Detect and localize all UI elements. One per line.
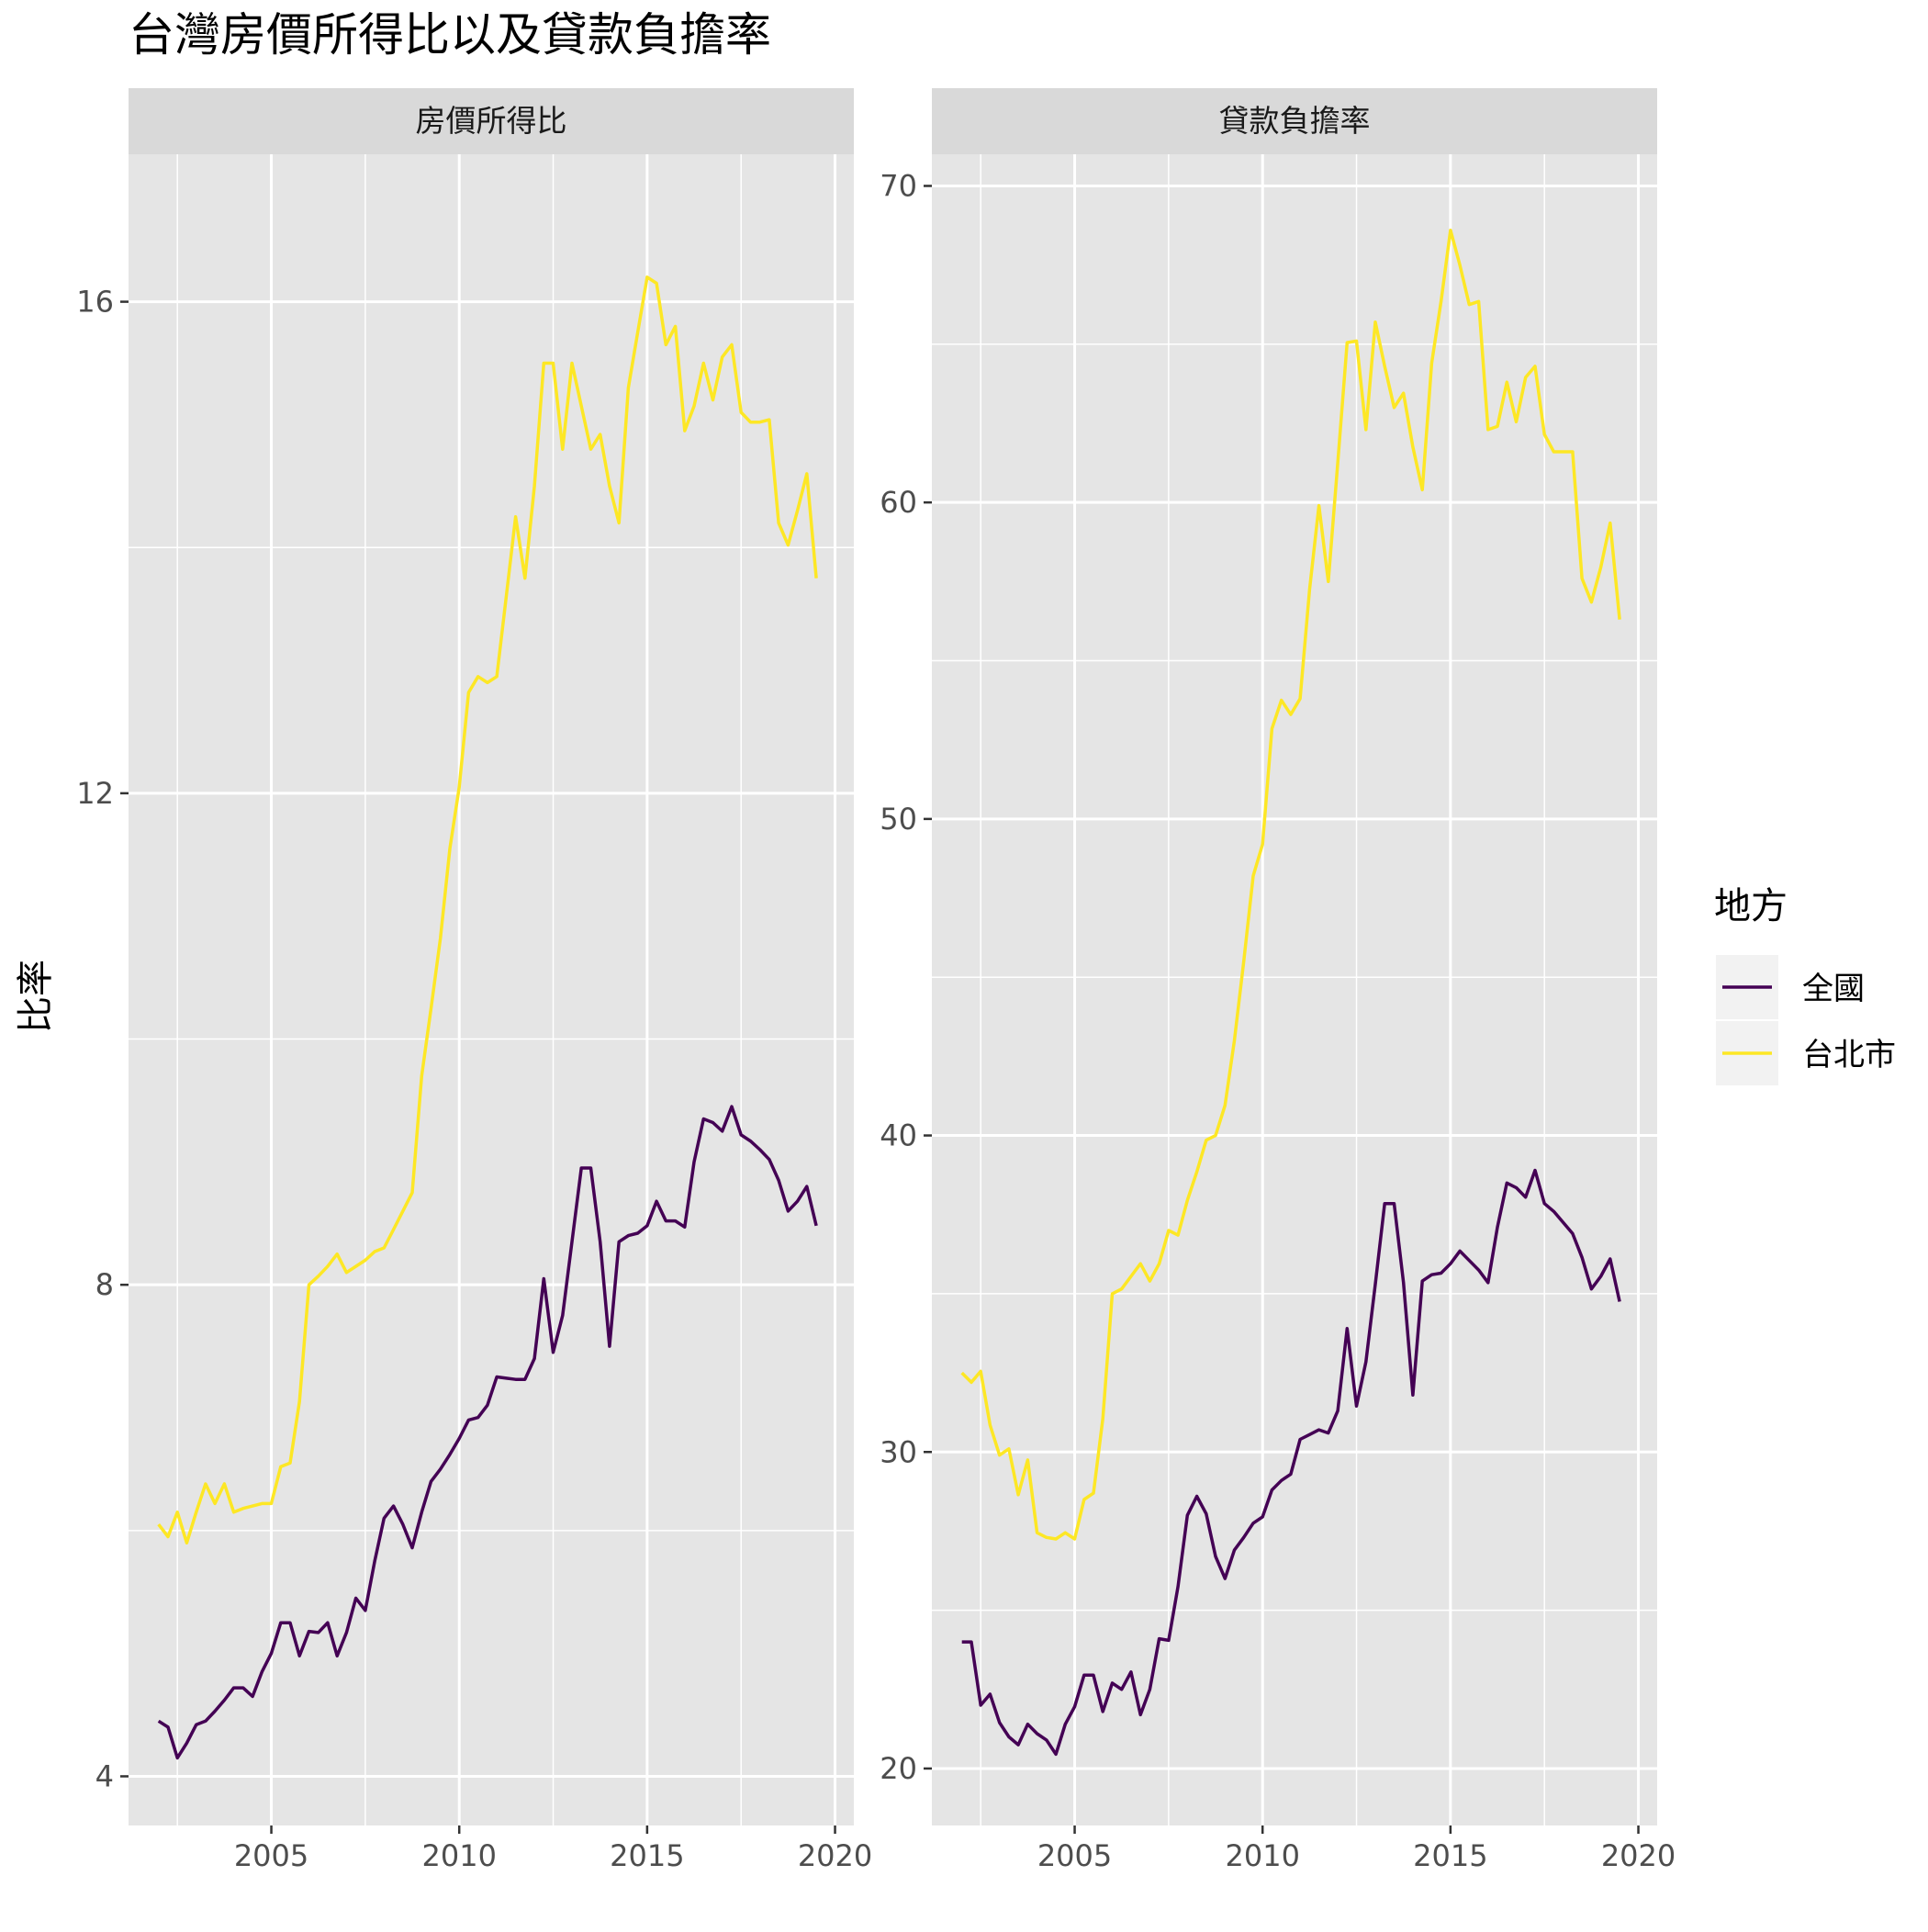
y-tick-label: 50 <box>880 802 917 837</box>
legend: 地方 全國 台北市 <box>1714 885 1896 1085</box>
x-tick-label: 2010 <box>1225 1838 1299 1873</box>
legend-label-nationwide: 全國 <box>1802 971 1865 1007</box>
x-tick-label: 2015 <box>610 1838 684 1873</box>
series-line-taipei <box>960 228 1621 1541</box>
y-tick-label: 30 <box>880 1434 917 1469</box>
y-tick-label: 20 <box>880 1751 917 1786</box>
panel-strip <box>129 88 854 154</box>
legend-label-taipei: 台北市 <box>1802 1037 1896 1073</box>
y-tick-label: 8 <box>95 1267 114 1302</box>
y-tick-label: 4 <box>95 1758 114 1793</box>
panel-loan-burden-rate: 貸款負擔率 20 30 40 50 60 70 2005 2010 2015 2020 <box>880 88 1676 1873</box>
y-tick-label: 12 <box>76 776 114 811</box>
panel-background <box>129 154 854 1825</box>
x-tick-label: 2020 <box>1601 1838 1676 1873</box>
y-tick-label: 40 <box>880 1118 917 1153</box>
chart-title: 台灣房價所得比以及貸款負擔率 <box>129 8 771 62</box>
x-tick-label: 2005 <box>1037 1838 1112 1873</box>
x-tick-label: 2020 <box>798 1838 872 1873</box>
y-axis-label: 比率 <box>15 960 57 1033</box>
y-tick-label: 60 <box>880 485 917 520</box>
series-line-nationwide <box>157 1105 818 1760</box>
panel-strip-label: 房價所得比 <box>416 103 567 139</box>
panel-background <box>932 154 1657 1825</box>
panel-strip <box>932 88 1657 154</box>
panel-strip-label: 貸款負擔率 <box>1219 103 1371 139</box>
legend-title: 地方 <box>1714 885 1788 927</box>
x-tick-label: 2010 <box>421 1838 496 1873</box>
x-tick-label: 2005 <box>234 1838 308 1873</box>
y-tick-label: 70 <box>880 168 917 203</box>
y-tick-label: 16 <box>76 285 114 320</box>
x-tick-label: 2015 <box>1413 1838 1487 1873</box>
panel-house-price-income-ratio: 房價所得比 4 8 12 16 2005 2010 2015 2020 <box>76 88 872 1873</box>
series-line-taipei <box>157 275 818 1544</box>
series-line-nationwide <box>961 1168 1621 1757</box>
